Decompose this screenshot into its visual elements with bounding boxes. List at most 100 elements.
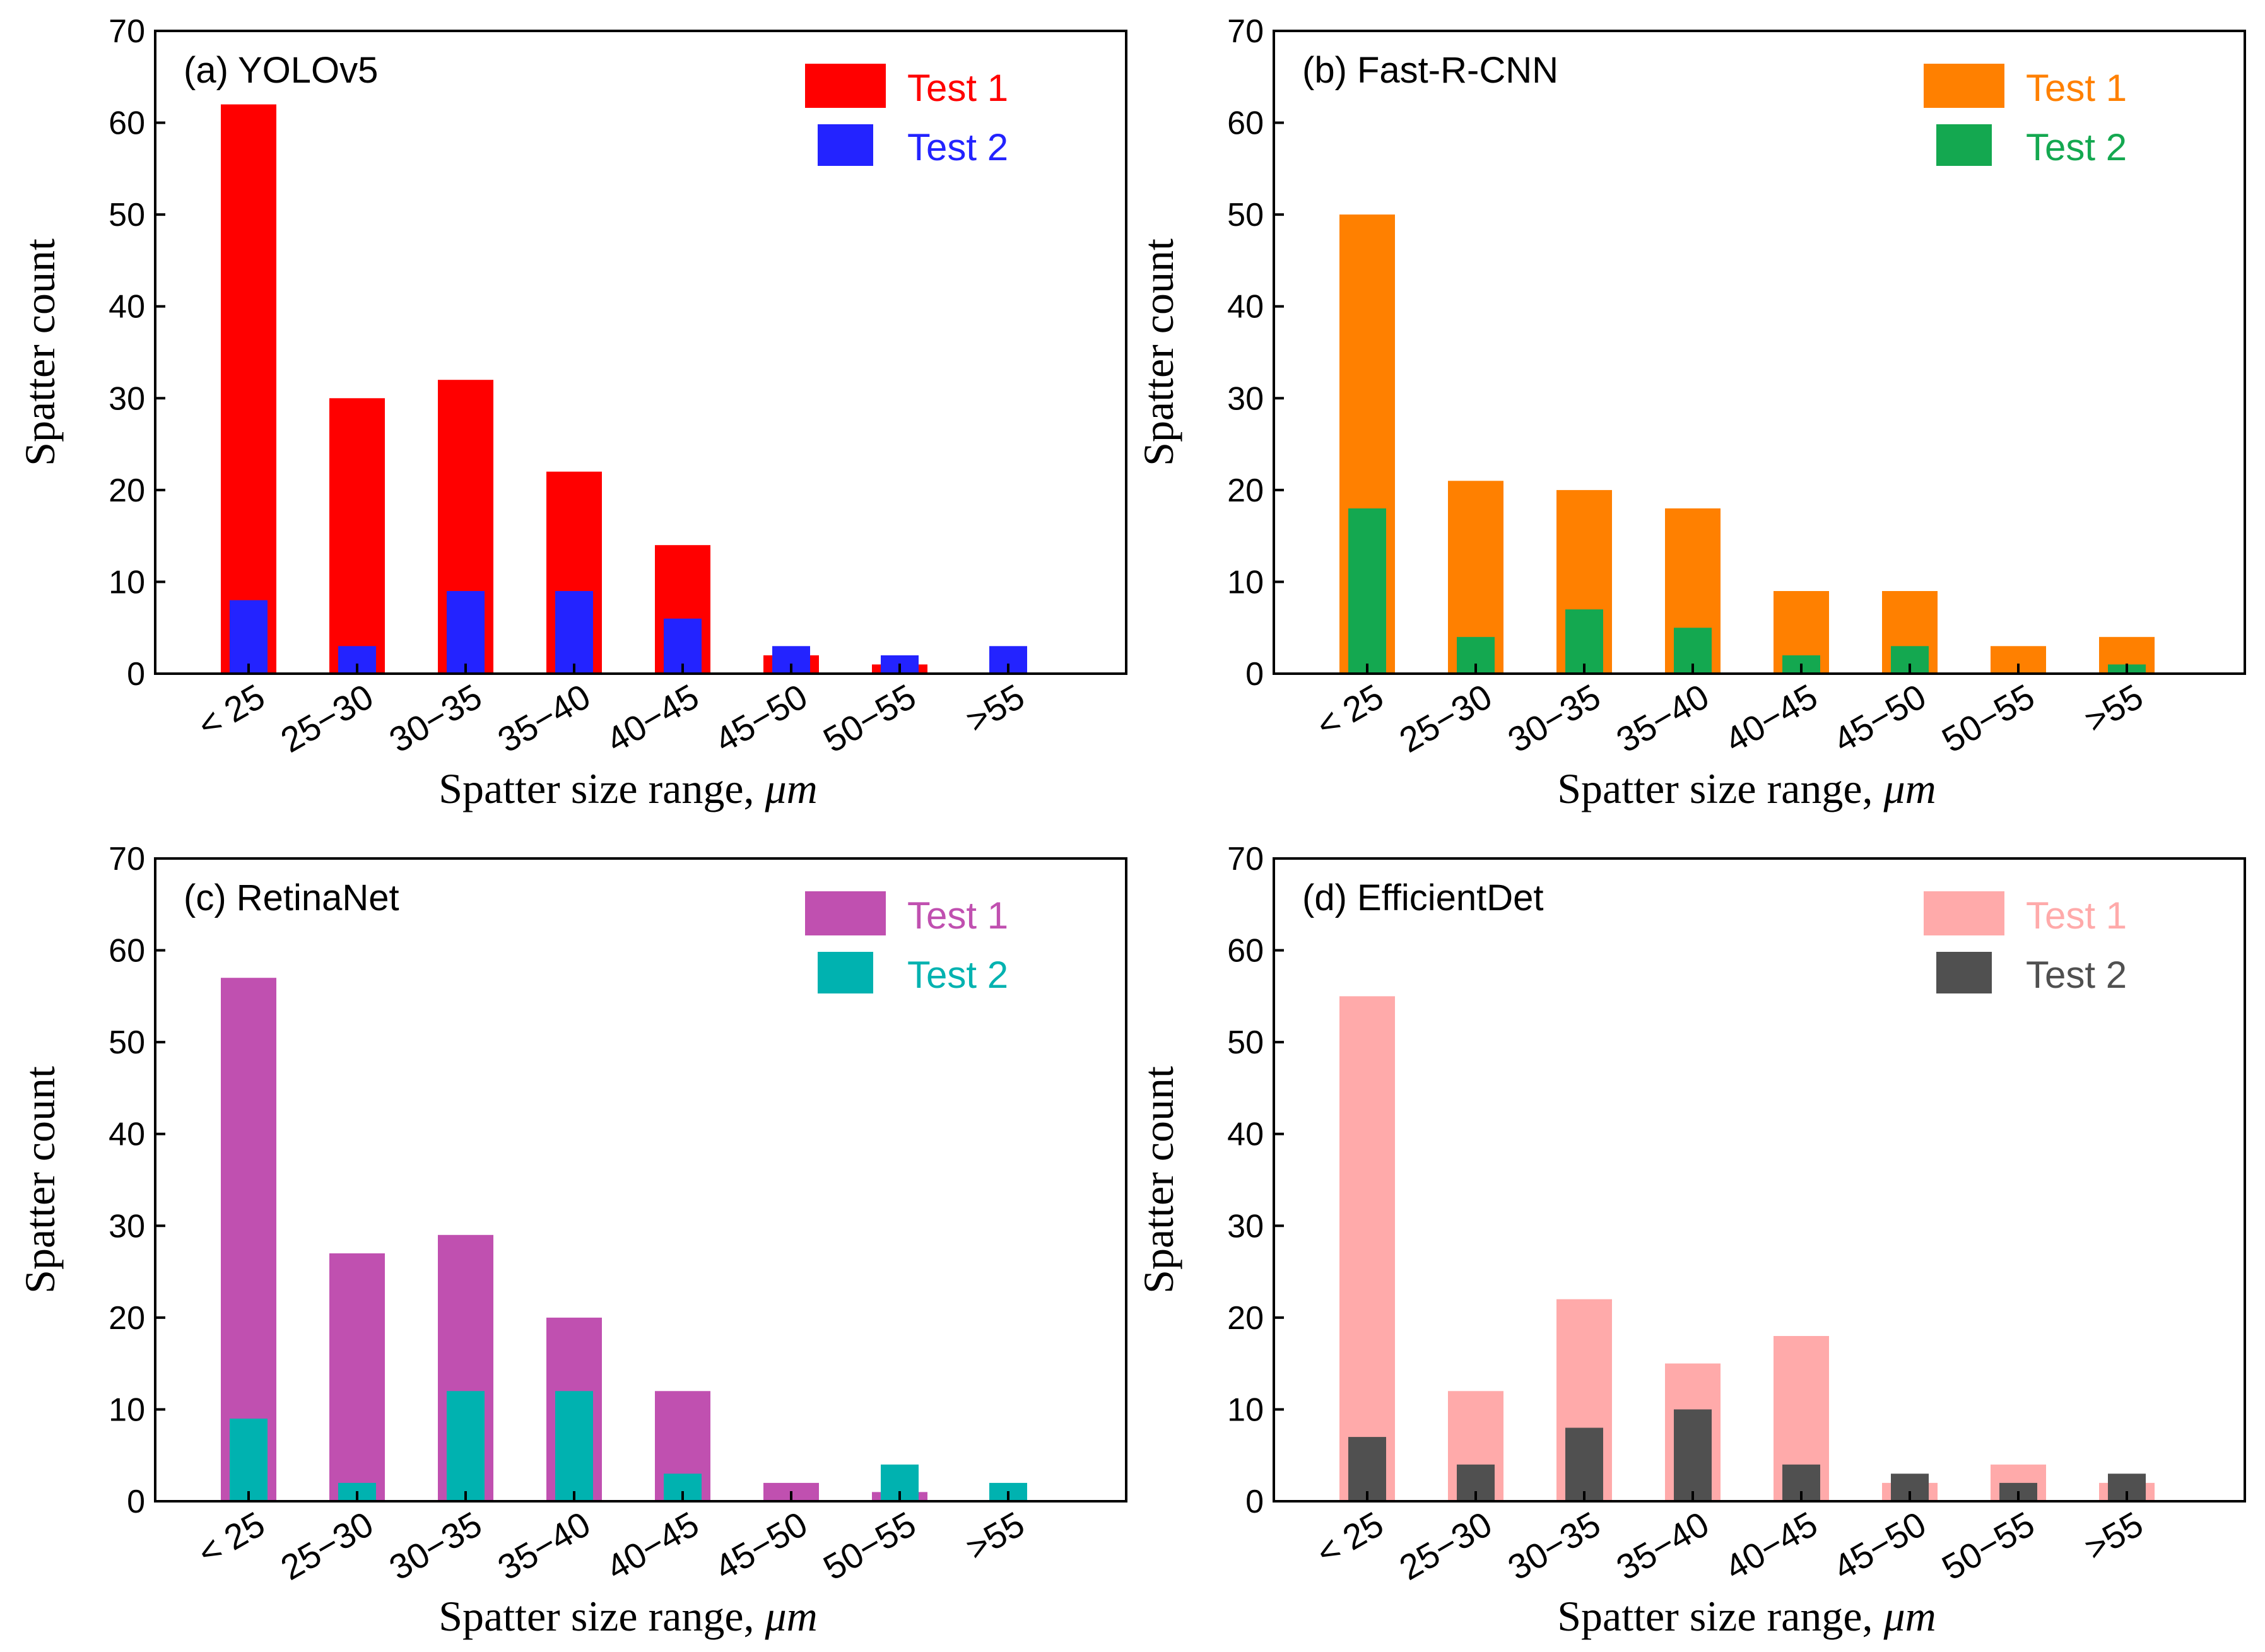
y-axis-title: Spatter count xyxy=(1134,238,1182,466)
x-axis-title-text: Spatter size range, xyxy=(438,1592,765,1640)
legend-label-test1: Test 1 xyxy=(907,67,1008,109)
bar-test2-3 xyxy=(447,591,485,674)
x-tick-label: 30−35 xyxy=(382,676,488,760)
x-tick-label: >55 xyxy=(959,676,1031,741)
y-tick-label: 0 xyxy=(1245,1484,1264,1520)
bar-test1-1 xyxy=(1339,996,1395,1501)
y-tick-label: 50 xyxy=(1227,1024,1264,1061)
y-tick-label: 70 xyxy=(1227,13,1264,50)
y-axis-title: Spatter count xyxy=(16,238,64,466)
bar-test2-4 xyxy=(1674,1409,1712,1501)
x-axis-title: Spatter size range, μm xyxy=(1557,764,1936,812)
bar-test2-1 xyxy=(1348,1437,1386,1501)
y-tick-label: 10 xyxy=(1227,564,1264,600)
panel-title: (d) EfficientDet xyxy=(1302,877,1544,918)
x-tick-label: 50−55 xyxy=(816,676,922,760)
bar-test2-4 xyxy=(555,1391,593,1501)
y-tick-label: 20 xyxy=(1227,1300,1264,1337)
x-tick-label: < 25 xyxy=(191,676,271,746)
legend-label-test1: Test 1 xyxy=(2026,67,2127,109)
bar-test2-3 xyxy=(1565,609,1603,674)
y-tick-label: 70 xyxy=(109,13,145,50)
y-tick-label: 40 xyxy=(109,289,145,325)
x-axis-title-unit: μm xyxy=(1883,1592,1936,1640)
y-tick-label: 50 xyxy=(1227,197,1264,233)
x-tick-label: >55 xyxy=(2078,676,2150,741)
y-tick-label: 60 xyxy=(109,933,145,970)
legend-label-test2: Test 2 xyxy=(2026,954,2127,996)
x-tick-label: 30−35 xyxy=(1501,1504,1607,1588)
bar-test1-2 xyxy=(329,398,385,674)
x-tick-label: 50−55 xyxy=(1935,676,2041,760)
y-tick-label: 10 xyxy=(1227,1391,1264,1428)
legend-swatch-test2 xyxy=(818,124,873,166)
legend-label-test2: Test 2 xyxy=(907,126,1008,168)
legend-label-test2: Test 2 xyxy=(907,954,1008,996)
x-tick-label: 25−30 xyxy=(274,1504,380,1588)
y-tick-label: 0 xyxy=(127,656,145,693)
x-tick-label: 40−45 xyxy=(1718,1504,1824,1588)
legend-swatch-test2 xyxy=(818,952,873,993)
bar-test1-1 xyxy=(221,104,276,674)
legend-swatch-test2 xyxy=(1936,124,1992,166)
chart-panel-1: 0 10 20 30 40 50 60 70 < 25 25−30 30−35 35−40 40−45 4… xyxy=(16,13,1127,812)
x-tick-label: 45−50 xyxy=(708,676,814,760)
x-axis-title: Spatter size range, μm xyxy=(1557,1592,1936,1640)
bar-test2-1 xyxy=(230,1419,268,1501)
x-tick-label: 40−45 xyxy=(1718,676,1824,760)
x-tick-label: < 25 xyxy=(1310,676,1390,746)
y-tick-label: 40 xyxy=(1227,289,1264,325)
legend-label-test2: Test 2 xyxy=(2026,126,2127,168)
y-tick-label: 70 xyxy=(1227,841,1264,877)
chart-panel-3: 0 10 20 30 40 50 60 70 < 25 25−30 30−35 35−40 40−45 4… xyxy=(16,841,1127,1640)
bar-test1-1 xyxy=(221,978,276,1501)
y-tick-label: 20 xyxy=(1227,472,1264,509)
x-tick-label: 25−30 xyxy=(274,676,380,760)
y-tick-label: 60 xyxy=(1227,105,1264,142)
x-tick-label: 35−40 xyxy=(491,676,597,760)
y-tick-label: 10 xyxy=(109,1391,145,1428)
x-axis-title-unit: μm xyxy=(1883,764,1936,812)
y-axis-title: Spatter count xyxy=(16,1066,64,1294)
x-axis-title-unit: μm xyxy=(765,764,818,812)
x-axis-title-unit: μm xyxy=(765,1592,818,1640)
x-tick-label: 35−40 xyxy=(1609,1504,1715,1588)
x-tick-label: 25−30 xyxy=(1392,1504,1498,1588)
y-tick-label: 30 xyxy=(109,380,145,417)
x-tick-label: 50−55 xyxy=(1935,1504,2041,1588)
bar-test2-1 xyxy=(1348,508,1386,674)
y-tick-label: 30 xyxy=(109,1208,145,1245)
bar-test2-4 xyxy=(555,591,593,674)
plot-frame xyxy=(154,857,1127,1503)
bar-test2-1 xyxy=(230,600,268,674)
bar-test2-3 xyxy=(1565,1427,1603,1501)
x-tick-label: 50−55 xyxy=(816,1504,922,1588)
y-tick-label: 60 xyxy=(109,105,145,142)
chart-panel-4: 0 10 20 30 40 50 60 70 < 25 25−30 30−35 35−40 40−45 4… xyxy=(1134,841,2246,1640)
x-tick-label: 45−50 xyxy=(1827,676,1933,760)
x-tick-label: 30−35 xyxy=(1501,676,1607,760)
legend-label-test1: Test 1 xyxy=(907,894,1008,937)
x-axis-title: Spatter size range, μm xyxy=(438,1592,818,1640)
x-axis-title-text: Spatter size range, xyxy=(1557,1592,1883,1640)
chart-panel-2: 0 10 20 30 40 50 60 70 < 25 25−30 30−35 35−40 40−45 4… xyxy=(1134,13,2246,812)
x-tick-label: 25−30 xyxy=(1392,676,1498,760)
x-axis-title-text: Spatter size range, xyxy=(1557,764,1883,812)
y-tick-label: 0 xyxy=(127,1484,145,1520)
panel-title: (a) YOLOv5 xyxy=(184,50,378,91)
y-tick-label: 70 xyxy=(109,841,145,877)
legend-swatch-test1 xyxy=(1924,64,2004,108)
y-tick-label: 50 xyxy=(109,197,145,233)
plot-frame xyxy=(1273,30,2246,675)
bar-test2-3 xyxy=(447,1391,485,1501)
plot-frame xyxy=(154,30,1127,675)
x-tick-label: 35−40 xyxy=(491,1504,597,1588)
y-tick-label: 10 xyxy=(109,564,145,600)
legend-label-test1: Test 1 xyxy=(2026,894,2127,937)
y-tick-label: 40 xyxy=(1227,1116,1264,1153)
legend-swatch-test1 xyxy=(1924,891,2004,935)
y-axis-title: Spatter count xyxy=(1134,1066,1182,1294)
x-tick-label: < 25 xyxy=(191,1504,271,1573)
y-tick-label: 0 xyxy=(1245,656,1264,693)
